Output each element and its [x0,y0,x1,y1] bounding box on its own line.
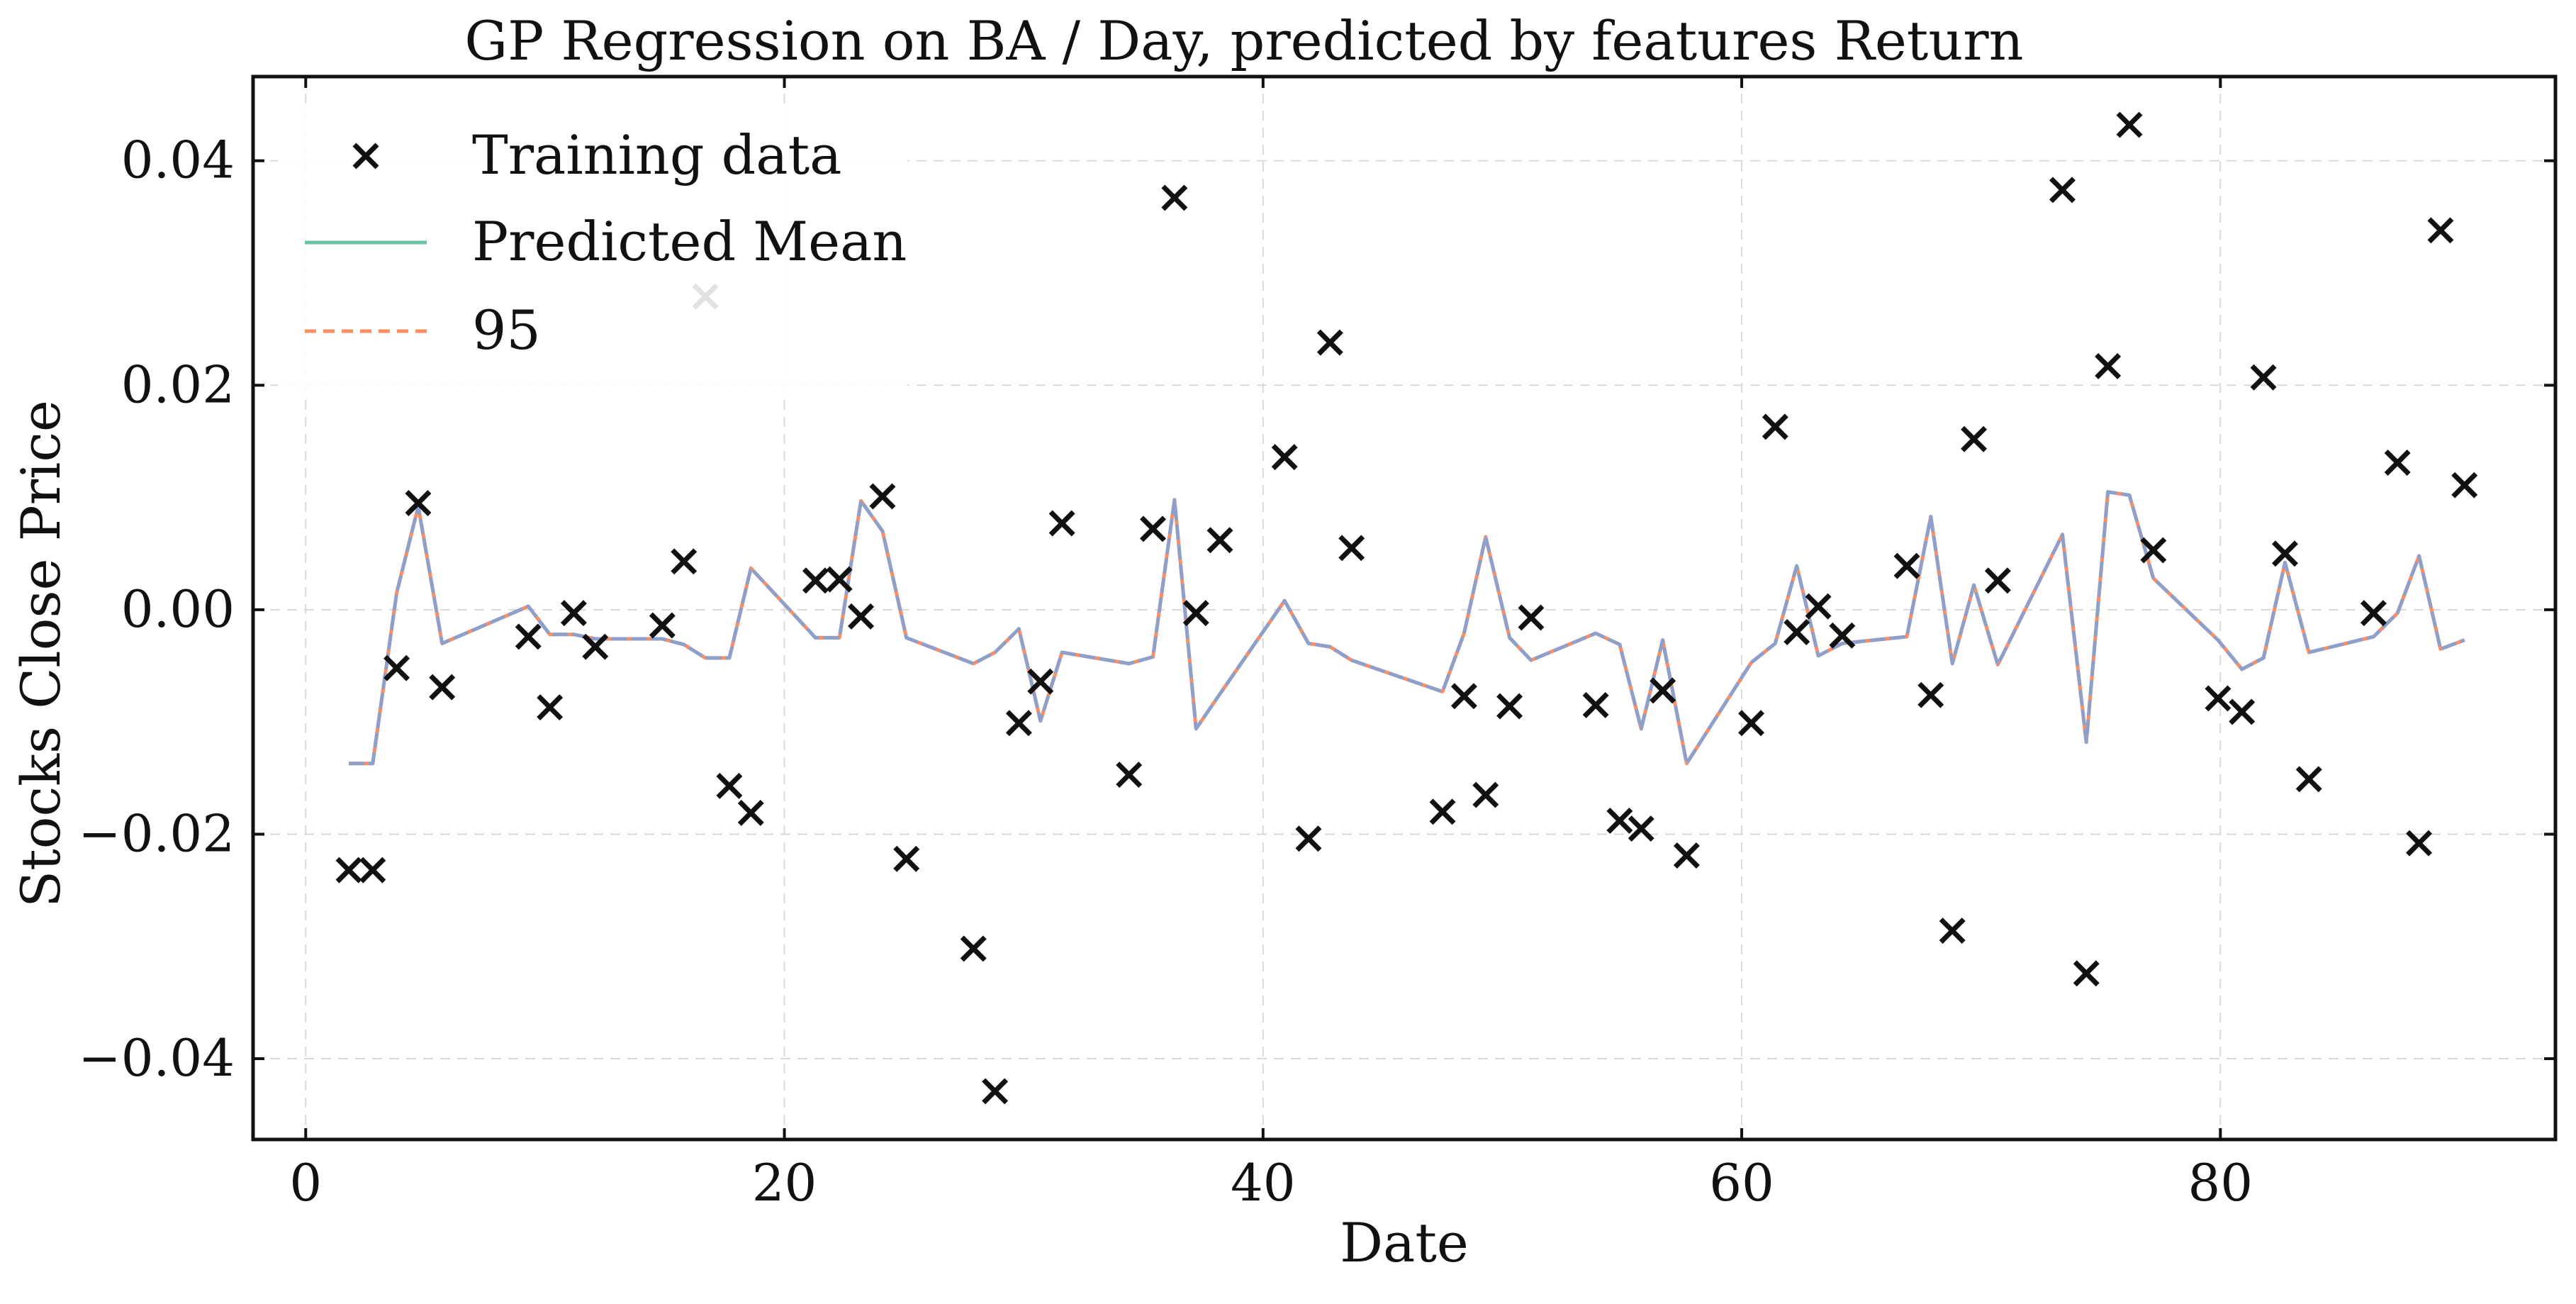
legend-item-ci: 95 [305,299,541,362]
legend-training-label: Training data [472,123,841,186]
training-point [582,633,609,660]
axis-ticks [253,77,2555,1139]
training-point [2406,830,2433,857]
training-point [1338,535,1365,562]
training-point [982,1078,1009,1105]
training-point [1140,516,1166,542]
training-point [2427,217,2454,244]
training-point [1673,842,1700,869]
training-point [2095,352,2122,379]
legend-training-marker [352,143,379,169]
training-point [2360,600,2387,627]
training-point [671,548,698,575]
training-point [2295,766,2322,793]
training-point [2049,177,2076,204]
training-point [2073,960,2100,987]
training-point [1182,600,1209,627]
training-point [1027,668,1054,695]
training-point [1496,693,1523,720]
training-point [1939,918,1966,944]
training-point [1917,681,1944,708]
training-point [560,600,587,627]
chart-title: GP Regression on BA / Day, predicted by … [464,9,2023,72]
training-point [1984,567,2011,594]
training-point [2250,364,2277,391]
training-point [1961,425,1988,452]
training-point [1005,710,1032,737]
training-point [335,857,362,884]
legend-item-mean: Predicted Mean [305,210,907,273]
training-point [1783,619,1810,646]
legend-mean-label: Predicted Mean [472,210,907,273]
training-point [2229,698,2256,725]
x-tick-label: 20 [752,1153,817,1213]
legend: Training data Predicted Mean 95 [278,105,907,393]
training-point [2384,450,2411,476]
training-point [802,567,829,594]
training-point [405,490,432,516]
training-point [537,694,564,721]
training-point [716,772,743,799]
training-point [1628,815,1654,842]
training-point [2451,472,2478,498]
training-point [869,483,896,510]
training-point [960,935,987,962]
legend-ci-label: 95 [472,299,541,362]
training-point [1650,677,1676,704]
training-point [1582,691,1609,718]
predicted-mean-line [349,490,2465,766]
legend-item-training: Training data [352,123,841,186]
training-point [649,612,676,639]
training-point [1429,798,1456,825]
training-point [1606,807,1633,834]
predicted-mean-layer [349,490,2465,766]
plot-frame [251,74,2558,1142]
training-point [848,603,875,630]
training-point [1829,622,1856,649]
training-point [1893,552,1920,579]
training-point [1048,510,1075,537]
training-point [429,674,456,701]
x-tick-label: 40 [1231,1153,1296,1213]
y-tick-label: −0.04 [78,1028,235,1088]
training-points-layer [335,111,2478,1105]
training-point [1295,825,1322,852]
training-point [2116,111,2143,138]
x-axis-label: Date [1340,1211,1469,1274]
training-point [1116,762,1143,788]
training-point [359,857,386,884]
y-tick-label: −0.02 [78,803,235,863]
training-point [2205,685,2231,712]
x-tick-label: 80 [2188,1153,2253,1213]
x-tick-label: 60 [1709,1153,1774,1213]
training-point [1762,413,1788,440]
legend-background [278,105,907,393]
training-point [1206,527,1233,554]
training-point [893,845,920,872]
legend-x-marker [352,143,379,169]
training-point [1161,184,1188,211]
training-point [1472,781,1499,808]
training-point [1450,683,1477,710]
training-point [1738,710,1765,737]
training-point [826,566,853,593]
training-point [515,623,542,650]
training-point [1316,329,1343,356]
training-point [2140,537,2167,564]
training-point [1805,593,1832,620]
training-point [737,799,764,826]
training-point [1271,444,1298,471]
tick-labels: 0 20 40 60 80 −0.04 −0.02 0.00 0.02 0.04 [78,130,2253,1213]
y-tick-label: 0.00 [121,579,235,639]
x-tick-label: 0 [289,1153,322,1213]
y-tick-label: 0.02 [121,355,235,414]
y-tick-label: 0.04 [121,130,235,190]
y-axis-label: Stocks Close Price [9,400,72,908]
training-point [1518,604,1545,631]
training-point [383,654,410,681]
training-point [2272,540,2298,567]
